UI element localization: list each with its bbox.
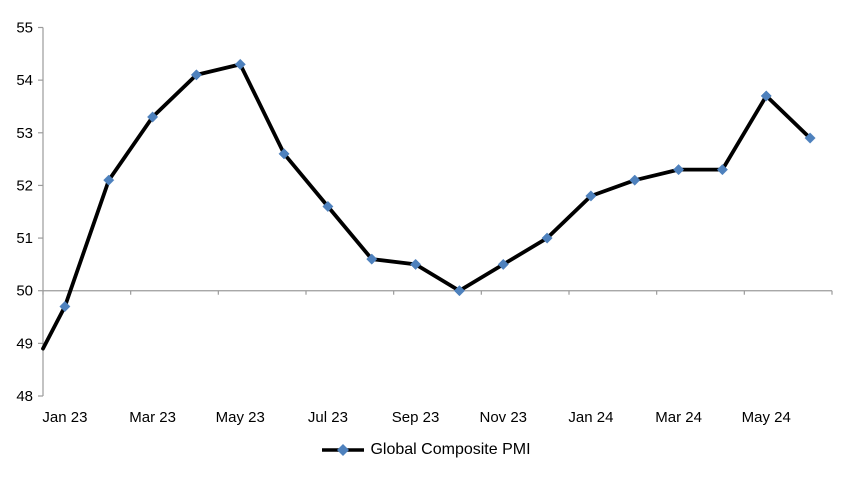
y-tick-label: 50 (16, 283, 33, 300)
x-tick-label: Mar 24 (655, 409, 702, 426)
data-point-marker (497, 258, 509, 270)
y-tick-label: 49 (16, 335, 33, 352)
data-point-marker (629, 174, 641, 186)
y-tick-label: 55 (16, 20, 33, 37)
data-point-marker (366, 253, 378, 265)
data-point-marker (760, 90, 772, 102)
data-point-marker (673, 164, 685, 176)
y-tick-label: 48 (16, 388, 33, 405)
x-tick-label: Jul 23 (308, 409, 348, 426)
legend-line-diamond-icon (322, 444, 365, 456)
x-tick-label: May 23 (216, 409, 265, 426)
data-point-marker (234, 58, 246, 70)
data-point-marker (585, 190, 597, 202)
data-point-marker (103, 174, 115, 186)
legend: Global Composite PMI (0, 440, 852, 460)
y-tick-label: 52 (16, 177, 33, 194)
y-tick-label: 54 (16, 72, 33, 89)
data-point-marker (453, 285, 465, 297)
data-point-marker (278, 148, 290, 160)
data-point-marker (410, 258, 422, 270)
x-tick-label: Jan 23 (42, 409, 87, 426)
x-tick-label: Mar 23 (129, 409, 176, 426)
data-point-marker (716, 164, 728, 176)
x-tick-label: Jan 24 (568, 409, 613, 426)
x-tick-label: Sep 23 (392, 409, 440, 426)
legend-label: Global Composite PMI (370, 441, 531, 458)
x-tick-label: May 24 (742, 409, 791, 426)
y-tick-label: 51 (16, 230, 33, 247)
data-point-marker (541, 232, 553, 244)
data-point-marker (322, 200, 334, 213)
y-tick-label: 53 (16, 125, 33, 142)
data-point-marker (59, 300, 71, 313)
plot-area: 48 49 50 51 52 53 54 55 Jan 23 Mar 23 May 23 Jul 23… (16, 20, 833, 426)
data-point-marker (804, 132, 816, 144)
x-tick-label: Nov 23 (479, 409, 527, 426)
pmi-series-line (41, 62, 812, 351)
data-point-marker (147, 111, 159, 123)
data-point-marker (190, 69, 202, 81)
